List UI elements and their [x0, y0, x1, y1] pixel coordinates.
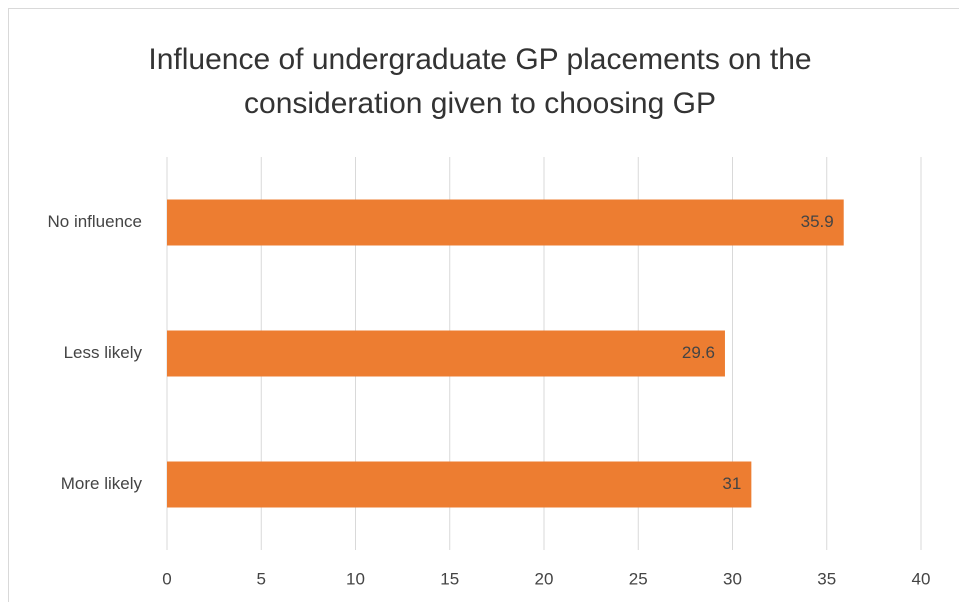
x-tick-label: 40	[912, 569, 931, 588]
y-tick-label: No influence	[47, 212, 142, 231]
x-tick-label: 25	[629, 569, 648, 588]
x-tick-label: 0	[162, 569, 171, 588]
data-label: 29.6	[682, 343, 715, 362]
x-tick-label: 20	[535, 569, 554, 588]
data-label: 35.9	[801, 212, 834, 231]
y-tick-label: More likely	[61, 474, 143, 493]
data-label: 31	[722, 474, 741, 493]
x-tick-label: 10	[346, 569, 365, 588]
chart-frame	[8, 8, 959, 602]
bar	[167, 461, 752, 508]
chart-title: Influence of undergraduate GP placements…	[148, 43, 812, 120]
x-tick-label: 35	[817, 569, 836, 588]
bar	[167, 199, 844, 246]
x-tick-label: 5	[257, 569, 266, 588]
y-tick-label: Less likely	[64, 343, 143, 362]
bar	[167, 330, 725, 377]
x-tick-label: 15	[440, 569, 459, 588]
x-tick-label: 30	[723, 569, 742, 588]
